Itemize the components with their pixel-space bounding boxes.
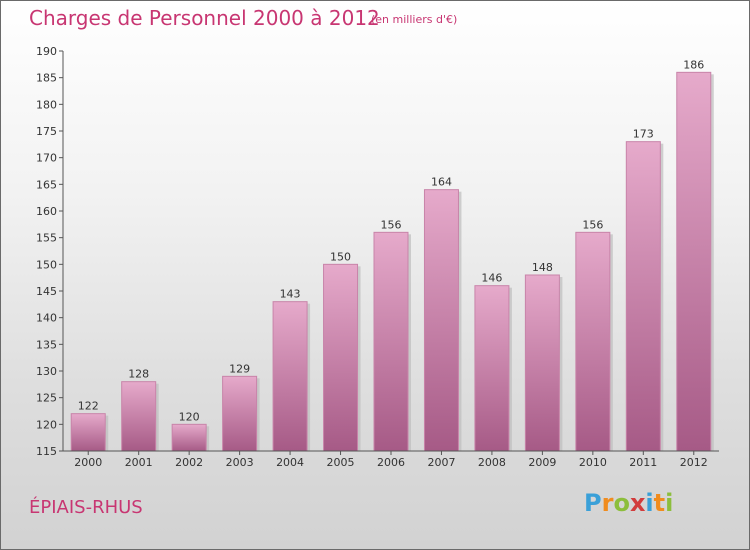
y-tick-label: 170 <box>36 152 57 165</box>
x-tick-label: 2004 <box>276 456 304 469</box>
bar-value-label: 148 <box>532 261 553 274</box>
y-tick-label: 145 <box>36 285 57 298</box>
bar-2011 <box>625 141 661 452</box>
y-tick-label: 155 <box>36 232 57 245</box>
chart-title: Charges de Personnel 2000 à 2012 <box>29 6 380 30</box>
logo-letter: r <box>601 489 614 517</box>
y-tick-label: 120 <box>36 418 57 431</box>
bar-value-label: 150 <box>330 250 351 263</box>
bar-value-label: 186 <box>683 58 704 71</box>
logo-letter: o <box>613 489 630 517</box>
y-tick-label: 150 <box>36 258 57 271</box>
bar-value-label: 128 <box>128 368 149 381</box>
bar-2012 <box>676 71 712 452</box>
bar-2007 <box>423 189 459 452</box>
y-tick-label: 140 <box>36 312 57 325</box>
y-tick-label: 130 <box>36 365 57 378</box>
bars: 122 128 120 129 143 150 156 164 146 148 156 173 186 <box>70 58 714 452</box>
chart-subtitle: (en milliers d'€) <box>371 13 458 26</box>
y-tick-label: 180 <box>36 98 57 111</box>
y-axis: 115 120 125 130 135 140 145 150 155 160 165 170 175 1… <box>36 45 64 458</box>
logo-letter: i <box>645 489 654 517</box>
x-tick-label: 2006 <box>377 456 405 469</box>
x-tick-label: 2009 <box>528 456 556 469</box>
x-tick-label: 2005 <box>327 456 355 469</box>
x-tick-label: 2000 <box>74 456 102 469</box>
x-tick-label: 2003 <box>226 456 254 469</box>
y-tick-label: 115 <box>36 445 57 458</box>
bar-value-label: 156 <box>381 218 402 231</box>
bar-2005 <box>323 263 359 452</box>
x-tick-label: 2007 <box>427 456 455 469</box>
x-tick-label: 2002 <box>175 456 203 469</box>
bar-2003 <box>222 375 258 452</box>
y-tick-label: 125 <box>36 392 57 405</box>
y-tick-label: 185 <box>36 72 57 85</box>
bar-2001 <box>121 381 157 452</box>
x-axis: 2000 2001 2002 2003 2004 2005 2006 2007 2008 2009… <box>63 450 719 469</box>
x-tick-label: 2008 <box>478 456 506 469</box>
town-name: ÉPIAIS-RHUS <box>29 497 143 518</box>
bar-2009 <box>524 274 560 452</box>
y-tick-label: 165 <box>36 178 57 191</box>
x-tick-label: 2012 <box>680 456 708 469</box>
bar-2000 <box>70 413 106 452</box>
bar-2008 <box>474 285 510 452</box>
bar-value-label: 164 <box>431 176 452 189</box>
bar-value-label: 146 <box>481 272 502 285</box>
logo-letter: i <box>665 489 674 517</box>
bar-value-label: 173 <box>633 128 654 141</box>
bar-2004 <box>272 301 308 452</box>
bar-value-label: 120 <box>179 410 200 423</box>
bar-2006 <box>373 231 409 452</box>
bar-value-label: 156 <box>582 218 603 231</box>
logo-letter: t <box>653 489 666 517</box>
y-tick-label: 175 <box>36 125 57 138</box>
y-tick-label: 135 <box>36 338 57 351</box>
y-tick-label: 190 <box>36 45 57 58</box>
x-tick-label: 2010 <box>579 456 607 469</box>
bar-2002 <box>171 423 207 452</box>
bar-2010 <box>575 231 611 452</box>
bar-value-label: 129 <box>229 362 250 375</box>
y-tick-label: 160 <box>36 205 57 218</box>
bar-value-label: 122 <box>78 400 99 413</box>
logo-letter: x <box>629 489 646 517</box>
x-tick-label: 2001 <box>125 456 153 469</box>
x-tick-label: 2011 <box>629 456 657 469</box>
proxiti-logo[interactable]: Proxiti <box>584 489 673 517</box>
bar-value-label: 143 <box>280 288 301 301</box>
logo-letter: P <box>584 489 602 517</box>
